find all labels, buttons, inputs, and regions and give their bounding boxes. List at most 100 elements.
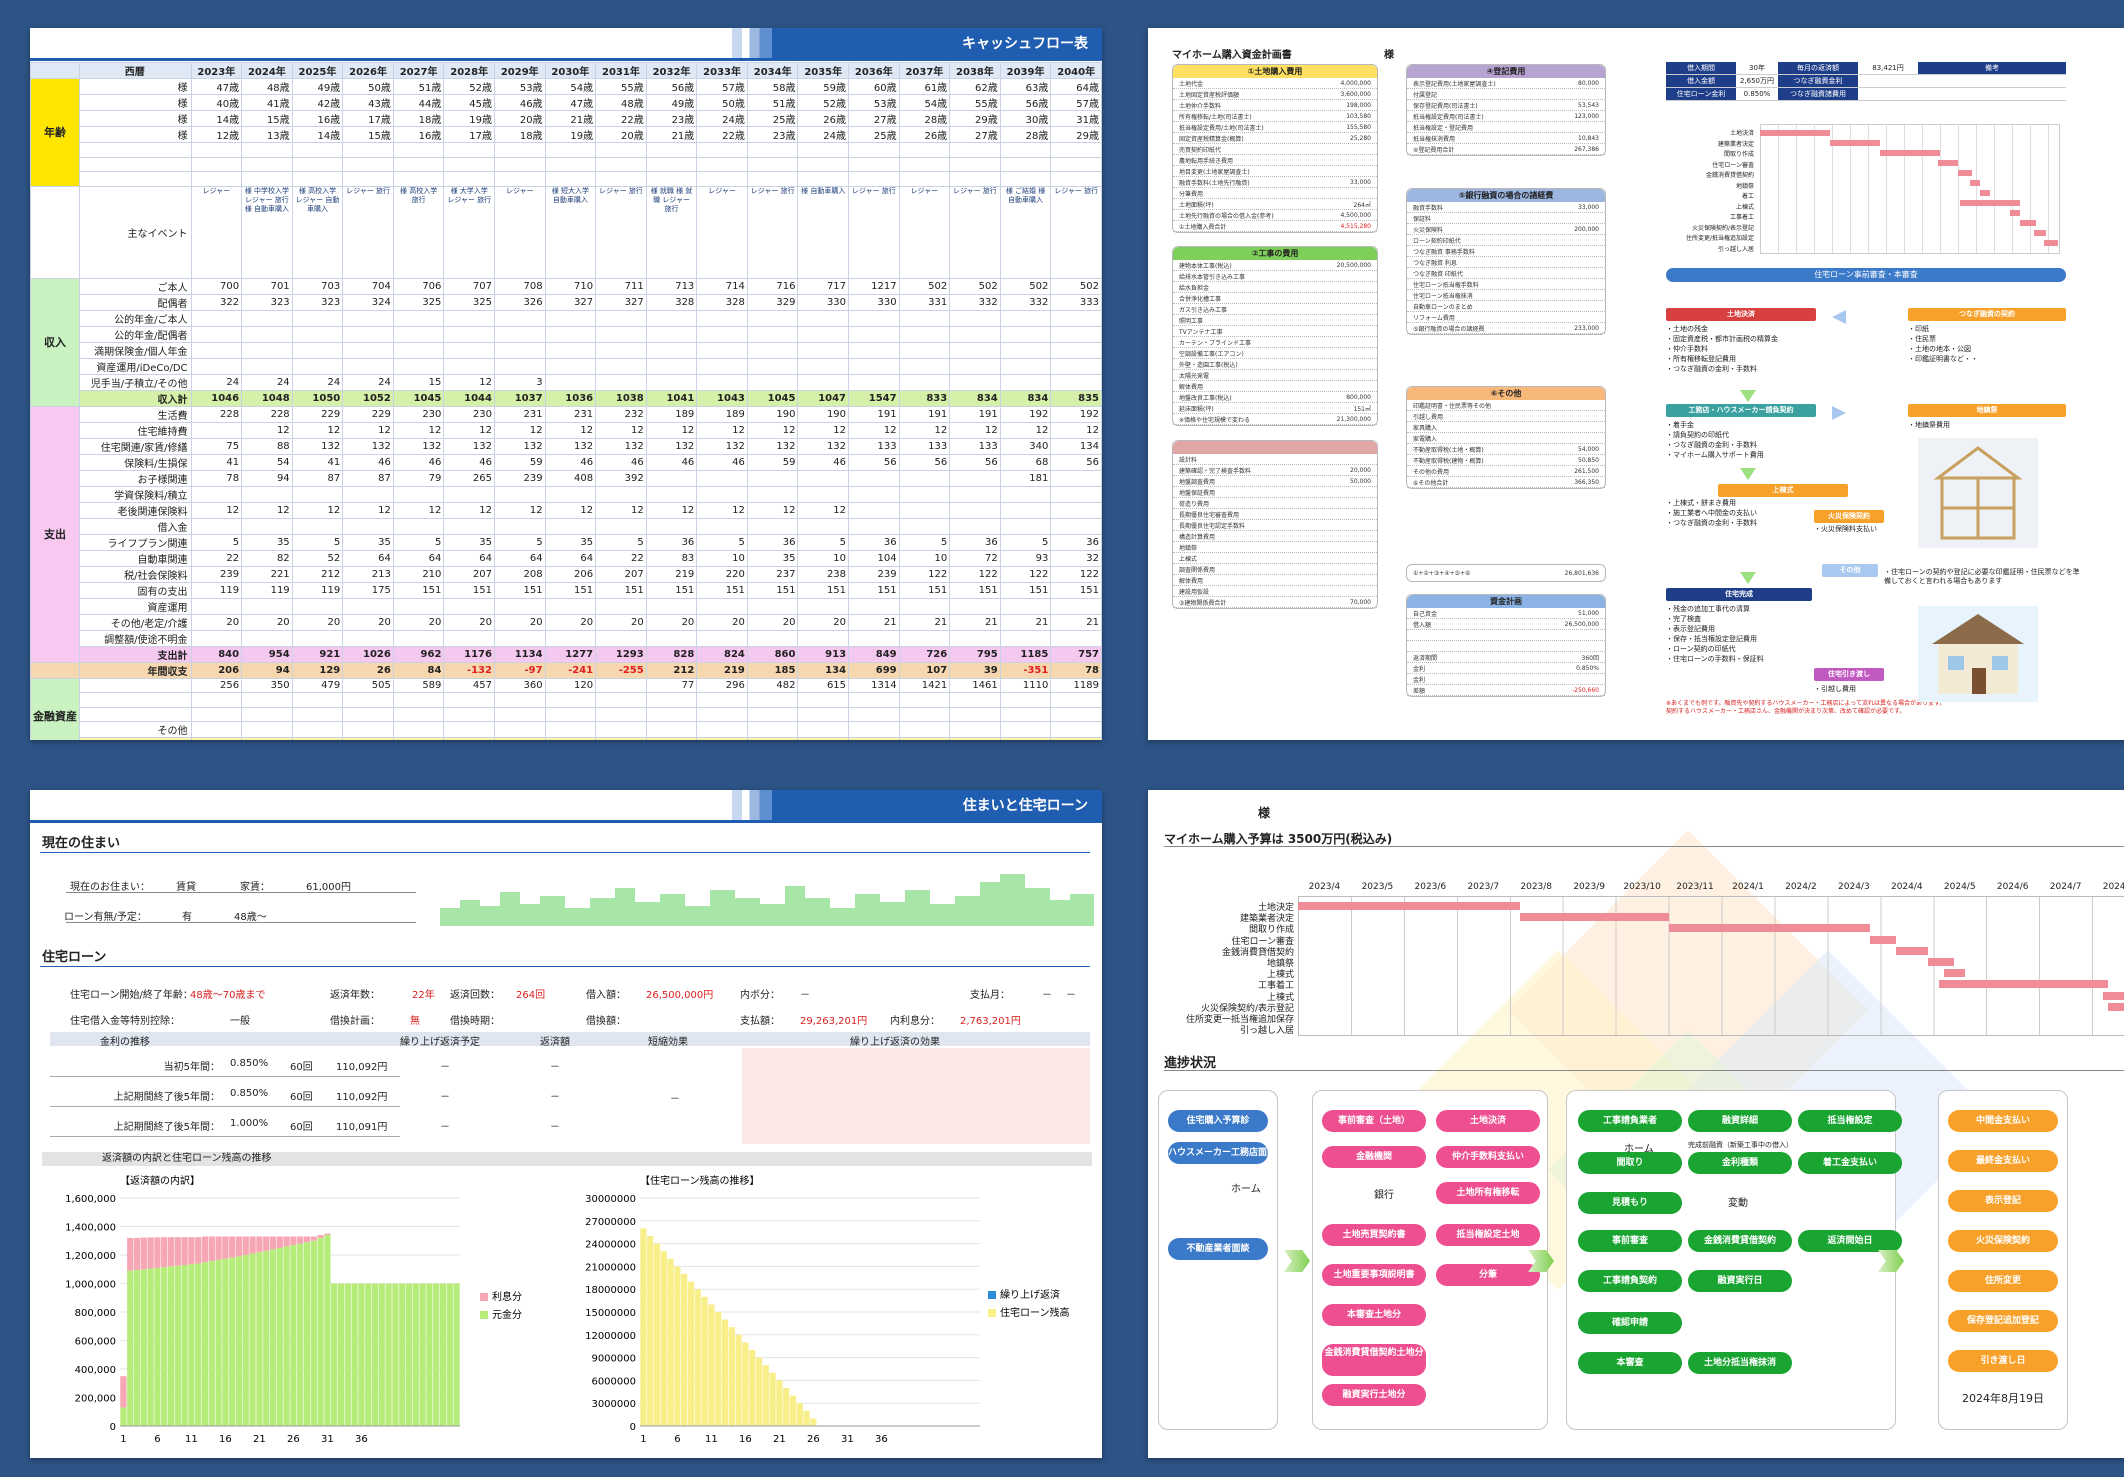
cell-value: 1036 bbox=[544, 389, 597, 407]
cell-value bbox=[797, 706, 850, 722]
cost-label: ⑤銀行融資の場合の諸経費 bbox=[1413, 325, 1485, 333]
y-tick-label: 800,000 bbox=[75, 1308, 116, 1319]
cell-value bbox=[544, 156, 597, 172]
income-section: 収入 bbox=[30, 277, 80, 407]
balance-bar bbox=[653, 1243, 661, 1426]
rate-cell: 60回 bbox=[290, 1092, 313, 1103]
principal-bar bbox=[181, 1264, 188, 1426]
task-label: 住所変更一抵当権追加保存 bbox=[1185, 1015, 1294, 1025]
construction-step: 土地分抵当権抹消 bbox=[1688, 1352, 1792, 1374]
principal-bar bbox=[133, 1269, 141, 1426]
cost-label: 印鑑証明書・住民票等その他 bbox=[1413, 402, 1492, 410]
gantt-bar bbox=[1830, 140, 1880, 146]
contract-step-item: ・請負契約の印紙代 bbox=[1666, 431, 1729, 439]
cost-row: 土地代金 4,000,000 bbox=[1173, 78, 1377, 89]
cell-value bbox=[949, 692, 1001, 708]
cell-value: 26 bbox=[342, 661, 394, 679]
cell-value: 350 bbox=[241, 677, 293, 693]
cell-value bbox=[848, 485, 900, 503]
loan-value: 264回 bbox=[516, 990, 546, 1001]
cf-row: 様 40歳 41歳 42歳 43歳 44歳 45歳 46歳 47歳 48歳 49歳 50歳 51歳 52歳… bbox=[31, 94, 1102, 111]
loan-label: 住宅ローン開始/終了年齢： bbox=[70, 990, 193, 1001]
balance-bar bbox=[674, 1266, 681, 1426]
rate-row-rule bbox=[50, 1076, 400, 1077]
cost-value: 51,000 bbox=[1578, 609, 1599, 617]
cell-value: 701 bbox=[241, 277, 293, 295]
cell-value: 46 bbox=[696, 453, 748, 471]
cost-label: 建設用仮設 bbox=[1179, 588, 1210, 596]
cell-value: 12 bbox=[291, 501, 344, 519]
rate-cell: 0.850% bbox=[230, 1058, 269, 1069]
cf-row: 住宅維持費 12 12 12 12 12 12 12 12 12 12 12 12 12 12 12 12 12 bbox=[31, 421, 1102, 439]
cell-value bbox=[696, 142, 748, 158]
loan-value: － bbox=[1042, 990, 1052, 1001]
down-arrow-icon bbox=[1740, 468, 1756, 480]
cell-value bbox=[949, 629, 1001, 647]
cell-value: 954 bbox=[241, 645, 293, 663]
cell-value: 16歳 bbox=[392, 126, 445, 143]
plan-label: ローン有無/予定： bbox=[64, 912, 147, 923]
row-label: 様 bbox=[79, 110, 192, 127]
cell-value: 12 bbox=[493, 421, 546, 439]
cell-value: 860 bbox=[746, 645, 799, 663]
cell-value: 221 bbox=[241, 565, 293, 583]
cell-value: 231 bbox=[493, 405, 546, 423]
cost-label: つなぎ融資 事務手数料 bbox=[1413, 248, 1475, 256]
cell-value bbox=[797, 309, 850, 327]
cell-value bbox=[797, 357, 850, 375]
row-label: 固有の支出 bbox=[79, 581, 192, 599]
task-bar bbox=[1943, 969, 1966, 978]
gantt-grid bbox=[1760, 124, 2060, 254]
principal-bar bbox=[385, 1283, 392, 1426]
year-cell: 2025年 bbox=[291, 62, 344, 79]
row-label bbox=[79, 706, 192, 722]
registration-box: ④登記費用 表示登記費用(土地家屋調査士) 80,000 付属登記 保存登記費用(司法書… bbox=[1406, 64, 1606, 156]
cell-value bbox=[1050, 706, 1102, 722]
cell-value bbox=[898, 373, 951, 391]
cell-value: 700 bbox=[190, 277, 243, 295]
month-label: 2023/11 bbox=[1676, 882, 1714, 892]
loan-value: 22年 bbox=[412, 990, 435, 1001]
cell-value bbox=[291, 517, 344, 535]
cf-row: 児手当/子積立/その他 24 24 24 24 15 12 3 bbox=[31, 373, 1102, 391]
cell-value: 1189 bbox=[1050, 737, 1102, 740]
cell-value bbox=[797, 721, 850, 738]
cell-value bbox=[645, 156, 698, 172]
rate-cell: － bbox=[550, 1122, 560, 1133]
cell-value: 296 bbox=[696, 737, 748, 740]
cell-value: 1043 bbox=[696, 389, 748, 407]
cost-value: 800,000 bbox=[1346, 393, 1371, 401]
task-bar bbox=[2108, 1002, 2124, 1011]
cell-value: 24歳 bbox=[696, 110, 748, 127]
row-label: 配偶者 bbox=[79, 293, 192, 311]
bank-box: ⑤銀行融資の場合の諸経費 融資手数料 33,000 保証料 火災保険料 200,000 ロー… bbox=[1406, 188, 1606, 335]
y-tick-label: 9000000 bbox=[591, 1354, 636, 1365]
cell-value: 133 bbox=[898, 437, 951, 455]
cell-value bbox=[392, 629, 445, 647]
cell-value: 208 bbox=[493, 565, 546, 583]
cell-value bbox=[443, 629, 495, 647]
cell-value: 1045 bbox=[746, 389, 799, 407]
cell-value bbox=[898, 357, 951, 375]
cell-value: 47歳 bbox=[544, 94, 597, 111]
cell-value bbox=[493, 325, 546, 343]
cost-row: 解体費用 bbox=[1173, 575, 1377, 586]
cell-value bbox=[595, 517, 647, 535]
cost-label: ①土地購入費合計 bbox=[1179, 223, 1227, 231]
cost-label: 太陽光発電 bbox=[1179, 372, 1210, 380]
cost-label: 自己資金 bbox=[1413, 610, 1438, 618]
loan-info-table: 借入期間 30年 毎月の返済額 83,421円 備考 借入金額 2,650万円 つなぎ融資金利… bbox=[1666, 62, 2066, 101]
cell-value bbox=[595, 309, 647, 327]
cost-label: 長期優良住宅認定手数料 bbox=[1179, 522, 1246, 530]
task-bar bbox=[1298, 902, 1521, 910]
task-bar bbox=[1938, 980, 2108, 989]
cell-value: 615 bbox=[797, 737, 850, 740]
current-label: 現在のお住まい： bbox=[70, 882, 150, 893]
cf-row bbox=[31, 692, 1102, 708]
year-cell: 2040年 bbox=[1050, 62, 1102, 79]
cell-value bbox=[291, 325, 344, 343]
cell-value bbox=[291, 357, 344, 375]
cell-value bbox=[999, 692, 1052, 708]
cost-row: 金利 bbox=[1407, 674, 1605, 685]
cell-value: 28歳 bbox=[999, 126, 1052, 143]
